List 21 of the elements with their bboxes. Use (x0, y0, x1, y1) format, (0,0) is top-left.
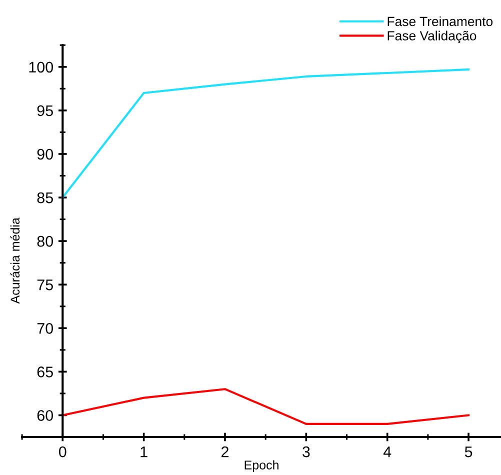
y-tick-label: 65 (37, 366, 53, 378)
x-tick-label: 0 (58, 446, 66, 458)
x-tick-label: 4 (383, 446, 392, 458)
y-tick-label: 80 (37, 236, 54, 247)
y-tick-label: 90 (37, 148, 54, 160)
line-series (62, 68, 470, 199)
y-axis-title: Acurácia média (10, 218, 20, 304)
x-axis-title: Epoch (244, 460, 278, 472)
y-tick-label: 100 (29, 62, 54, 73)
y-tick-label: 60 (37, 410, 54, 421)
x-tick-label: 3 (302, 446, 310, 458)
x-tick-label: 2 (222, 446, 228, 458)
y-tick-label: 70 (37, 323, 54, 334)
legend-label: Fase Treinamento (388, 16, 493, 26)
y-tick-label: 95 (37, 105, 53, 116)
y-tick-label: 85 (37, 192, 53, 204)
x-tick-label: 1 (140, 446, 148, 458)
y-tick-label: 75 (37, 280, 53, 290)
x-tick-label: 5 (464, 446, 472, 458)
line-series (62, 388, 470, 425)
legend-label: Fase Validação (388, 30, 476, 44)
